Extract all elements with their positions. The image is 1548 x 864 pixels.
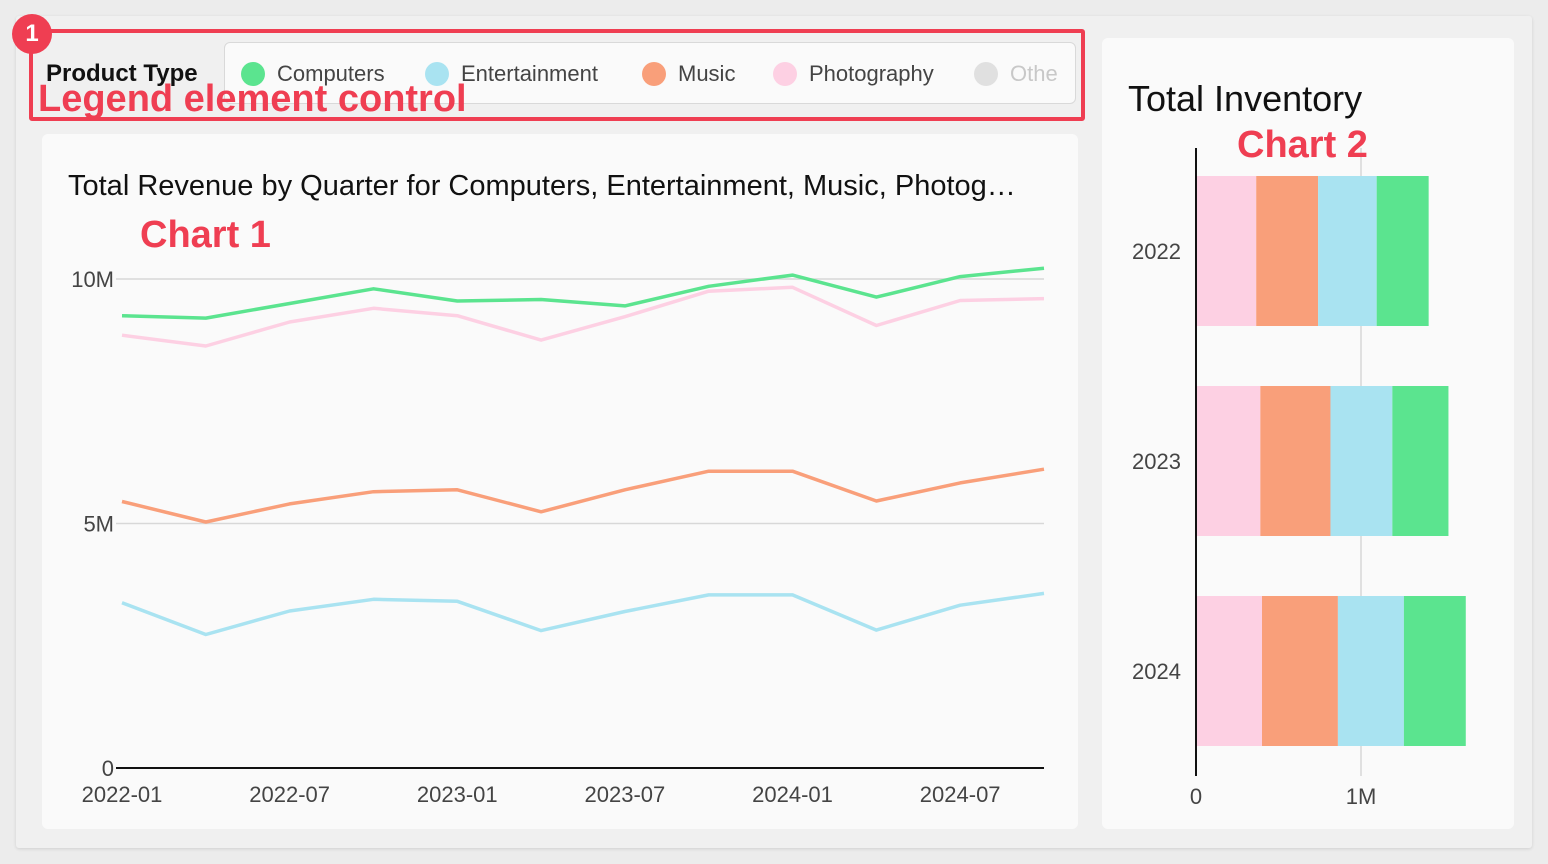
chart2-title: Total Inventory [1128, 78, 1363, 119]
legend-item-label: Photography [809, 61, 934, 86]
legend-swatch-computers [241, 62, 265, 86]
legend-swatch-music [642, 62, 666, 86]
legend-control[interactable]: Computers Entertainment Music Photograph… [224, 42, 1076, 104]
legend-item-computers[interactable]: Computers [241, 43, 385, 103]
annotation-badge: 1 [12, 14, 52, 54]
legend-item-photography[interactable]: Photography [773, 43, 934, 103]
legend-item-label: Computers [277, 61, 385, 86]
legend-item-music[interactable]: Music [642, 43, 736, 103]
legend-swatch-photography [773, 62, 797, 86]
legend-annotation-frame [29, 29, 1085, 121]
chart2-annotation-text: Chart 2 [1237, 124, 1368, 166]
legend-item-label: Othe [1010, 61, 1058, 86]
chart1-annotation-text: Chart 1 [140, 214, 271, 256]
legend-item-other[interactable]: Othe [974, 43, 1058, 103]
legend-item-entertainment[interactable]: Entertainment [425, 43, 598, 103]
legend-swatch-entertainment [425, 62, 449, 86]
legend-label: Product Type [46, 60, 198, 87]
legend-item-label: Entertainment [461, 61, 598, 86]
legend-item-label: Music [678, 61, 736, 86]
legend-swatch-other [974, 62, 998, 86]
chart1-title: Total Revenue by Quarter for Computers, … [68, 170, 1016, 202]
legend-annotation-text: Legend element control [38, 78, 467, 120]
